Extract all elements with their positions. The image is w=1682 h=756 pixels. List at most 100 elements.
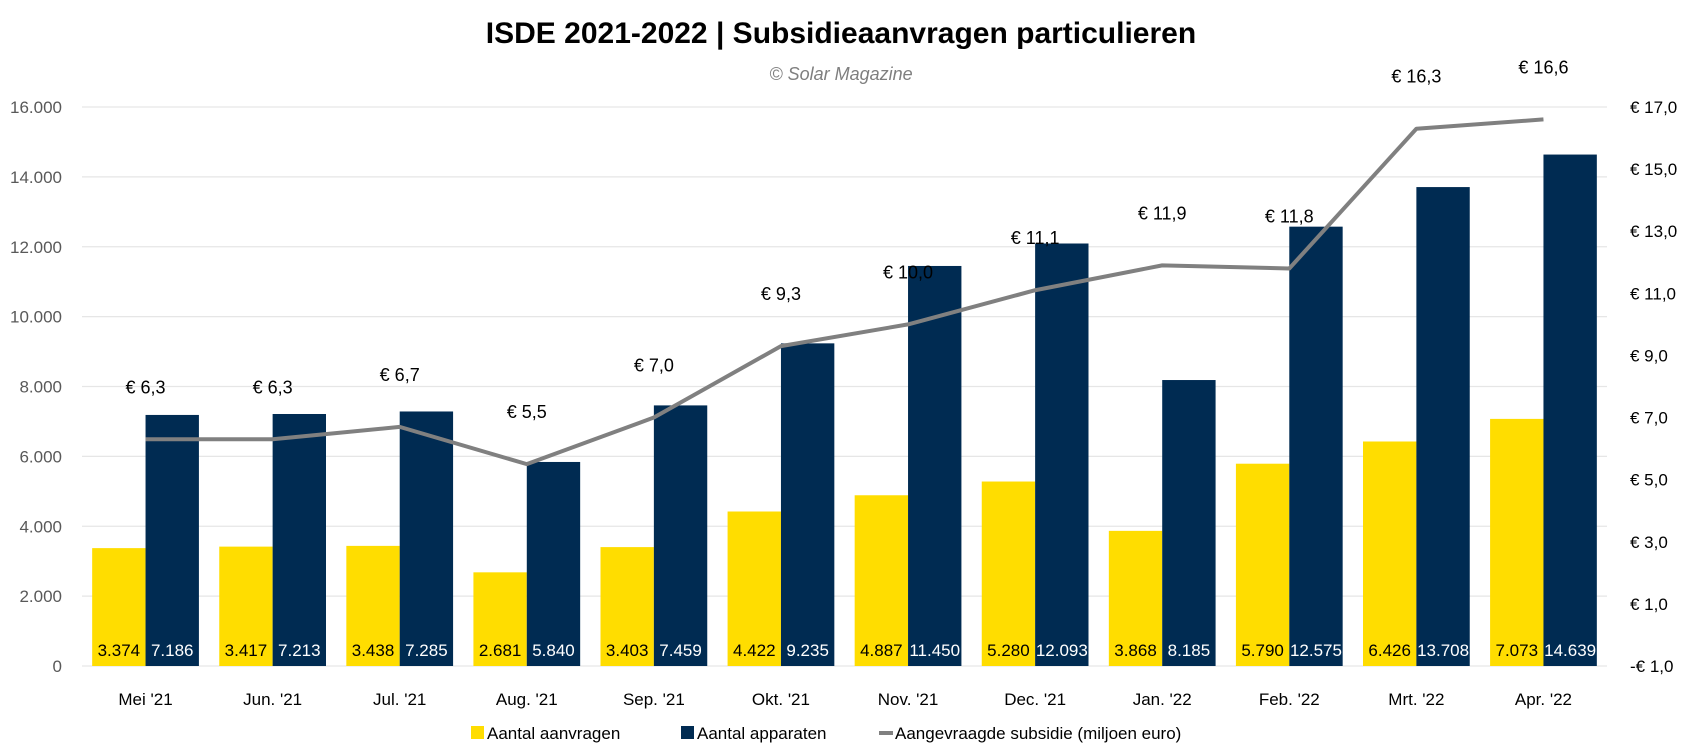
bar-apparaten — [653, 405, 708, 666]
bar-data-label: 3.403 — [606, 641, 649, 660]
bar-aanvragen — [473, 572, 527, 666]
bar-aanvragen — [854, 495, 909, 666]
bar-data-label: 13.708 — [1417, 641, 1469, 660]
y-right-tick-label: € 9,0 — [1630, 346, 1668, 365]
y-right-tick-label: € 13,0 — [1630, 222, 1677, 241]
legend-label: Aantal aanvragen — [487, 724, 620, 743]
bar-data-label: 7.285 — [405, 641, 448, 660]
x-tick-label: Mei '21 — [118, 690, 172, 709]
y-left-tick-label: 8.000 — [19, 378, 62, 397]
x-tick-label: Mrt. '22 — [1388, 690, 1444, 709]
y-axis-right: -€ 1,0 € 1,0 € 3,0 € 5,0 € 7,0 € 9,0 € 11,0 € 1… — [1630, 98, 1677, 676]
x-tick-label: Apr. '22 — [1515, 690, 1572, 709]
bar-data-label: 12.093 — [1036, 641, 1088, 660]
y-left-tick-label: 0 — [53, 657, 62, 676]
x-tick-label: Aug. '21 — [496, 690, 558, 709]
bar-data-label: 7.213 — [278, 641, 321, 660]
bar-data-label: 14.639 — [1544, 641, 1596, 660]
bar-apparaten — [1162, 380, 1216, 666]
bar-data-label: 7.186 — [151, 641, 194, 660]
x-tick-label: Okt. '21 — [752, 690, 810, 709]
bar-aanvragen — [727, 511, 781, 666]
x-axis: Mei '21 Jun. '21 Jul. '21 Aug. '21 Sep. '21 O… — [118, 690, 1572, 709]
y-right-tick-label: € 17,0 — [1630, 98, 1677, 117]
bar-aanvragen — [346, 545, 400, 666]
y-left-tick-label: 16.000 — [10, 98, 62, 117]
y-right-tick-label: € 11,0 — [1630, 284, 1676, 303]
legend-label: Aantal apparaten — [697, 724, 827, 743]
bar-apparaten — [908, 265, 962, 666]
chart-subtitle: © Solar Magazine — [769, 64, 912, 84]
line-data-label: € 9,3 — [761, 284, 801, 304]
bar-apparaten — [780, 343, 835, 666]
gridlines — [82, 106, 1607, 667]
y-right-tick-label: € 1,0 — [1630, 595, 1668, 614]
x-tick-label: Sep. '21 — [623, 690, 685, 709]
bar-data-label: 5.790 — [1241, 641, 1284, 660]
line-data-label: € 6,3 — [253, 377, 293, 397]
legend-item: Aangevraagde subsidie (miljoen euro) — [879, 724, 1181, 743]
legend-item: Aantal aanvragen — [471, 724, 620, 743]
line-data-label: € 11,1 — [1011, 228, 1060, 248]
y-right-tick-label: € 3,0 — [1630, 533, 1668, 552]
bar-data-label: 9.235 — [786, 641, 829, 660]
bar-data-label: 4.422 — [733, 641, 776, 660]
bar-apparaten — [399, 411, 454, 666]
bar-apparaten — [526, 461, 581, 666]
legend-swatch — [471, 726, 484, 739]
y-right-tick-label: -€ 1,0 — [1630, 657, 1673, 676]
y-left-tick-label: 4.000 — [19, 517, 62, 536]
x-tick-label: Feb. '22 — [1259, 690, 1320, 709]
x-tick-label: Dec. '21 — [1004, 690, 1066, 709]
bar-apparaten — [1035, 243, 1089, 667]
line-data-label: € 6,3 — [126, 377, 166, 397]
y-right-tick-label: € 7,0 — [1630, 409, 1668, 428]
bar-aanvragen — [1108, 530, 1163, 666]
bar-data-label: 3.868 — [1114, 641, 1157, 660]
line-data-label: € 16,3 — [1391, 67, 1441, 87]
bar-aanvragen — [1363, 441, 1417, 666]
line-data-label: € 16,6 — [1518, 57, 1568, 77]
y-left-tick-label: 10.000 — [10, 308, 62, 327]
subsidy-line — [145, 117, 1544, 467]
legend-label: Aangevraagde subsidie (miljoen euro) — [895, 724, 1181, 743]
x-tick-label: Jan. '22 — [1133, 690, 1192, 709]
legend-item: Aantal apparaten — [681, 724, 827, 743]
bar-aanvragen — [981, 481, 1036, 666]
x-tick-label: Nov. '21 — [878, 690, 939, 709]
subsidy-line-series: € 6,3 € 6,3 € 6,7 € 5,5 € 7,0 € 9,3 € 10,0 € 11… — [126, 57, 1568, 467]
x-tick-label: Jul. '21 — [373, 690, 426, 709]
bar-aanvragen — [219, 546, 273, 666]
bar-data-label: 3.438 — [352, 641, 395, 660]
bars: 3.374 7.186 3.417 7.213 3.438 7.285 2.681 5.840… — [92, 154, 1597, 667]
bar-apparaten — [1289, 226, 1343, 666]
bar-data-label: 2.681 — [479, 641, 522, 660]
y-left-tick-label: 12.000 — [10, 238, 62, 257]
y-right-tick-label: € 15,0 — [1630, 160, 1677, 179]
bar-apparaten — [145, 414, 199, 666]
bar-data-label: 7.459 — [659, 641, 702, 660]
y-left-tick-label: 2.000 — [19, 587, 62, 606]
bar-data-label: 6.426 — [1368, 641, 1411, 660]
bar-apparaten — [1543, 154, 1597, 667]
line-data-label: € 11,9 — [1138, 203, 1187, 223]
bar-data-label: 3.417 — [225, 641, 268, 660]
line-data-label: € 7,0 — [634, 356, 674, 376]
bar-aanvragen — [92, 548, 146, 666]
y-axis-left: 0 2.000 4.000 6.000 8.000 10.000 12.000 14.000 1… — [10, 98, 62, 676]
chart-title: ISDE 2021-2022 | Subsidieaanvragen parti… — [486, 17, 1196, 50]
bar-data-label: 5.840 — [532, 641, 575, 660]
line-data-label: € 11,8 — [1265, 206, 1314, 226]
bar-data-label: 5.280 — [987, 641, 1030, 660]
bar-data-label: 7.073 — [1495, 641, 1538, 660]
bar-apparaten — [272, 413, 326, 666]
line-data-label: € 5,5 — [507, 402, 547, 422]
legend: Aantal aanvragen Aantal apparaten Aangevra… — [471, 724, 1181, 743]
bar-aanvragen — [600, 547, 654, 666]
bar-apparaten — [1416, 187, 1470, 666]
bar-data-label: 3.374 — [98, 641, 141, 660]
bar-aanvragen — [1235, 463, 1290, 666]
legend-swatch — [681, 726, 694, 739]
y-right-tick-label: € 5,0 — [1630, 471, 1668, 490]
